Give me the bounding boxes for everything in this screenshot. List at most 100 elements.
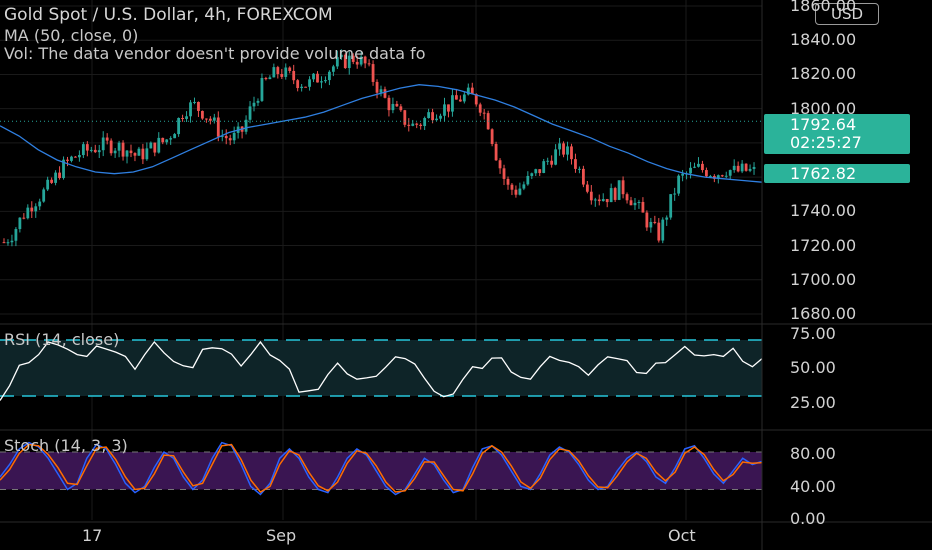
candle-body bbox=[554, 149, 558, 165]
candle-body bbox=[522, 184, 526, 189]
candle-body bbox=[633, 202, 637, 206]
candle-body bbox=[625, 194, 629, 201]
candle-body bbox=[272, 67, 276, 78]
candle-body bbox=[181, 117, 184, 119]
candle-body bbox=[542, 161, 546, 173]
candle-body bbox=[109, 140, 113, 154]
candle-body bbox=[399, 106, 403, 111]
candle-body bbox=[693, 166, 696, 168]
candle-body bbox=[720, 175, 724, 177]
candle-body bbox=[70, 156, 73, 161]
candle-body bbox=[308, 79, 311, 87]
candle-body bbox=[292, 70, 296, 81]
candle-body bbox=[657, 222, 661, 241]
candle-body bbox=[224, 135, 228, 139]
candle-body bbox=[629, 200, 633, 206]
candle-body bbox=[256, 100, 260, 103]
stoch-axis-label-80: 80.00 bbox=[790, 444, 836, 463]
candle-body bbox=[46, 179, 50, 190]
candle-body bbox=[748, 168, 752, 171]
candle-body bbox=[42, 189, 46, 202]
candle-body bbox=[455, 95, 458, 100]
price-axis-label: 1700.00 bbox=[790, 269, 857, 289]
candle-body bbox=[574, 159, 577, 169]
candle-body bbox=[570, 146, 573, 160]
candle-body bbox=[379, 89, 383, 93]
candle-body bbox=[724, 175, 728, 177]
stoch-legend[interactable]: Stoch (14, 3, 3) bbox=[4, 436, 128, 455]
candle-body bbox=[419, 124, 423, 127]
rsi-band-fill bbox=[0, 340, 762, 396]
candle-body bbox=[288, 67, 292, 71]
currency-button[interactable]: USD bbox=[815, 3, 879, 25]
candle-body bbox=[2, 242, 6, 244]
moving-average-line bbox=[0, 84, 763, 183]
candle-body bbox=[137, 148, 141, 156]
candle-body bbox=[605, 199, 609, 203]
candle-body bbox=[383, 89, 387, 98]
candle-body bbox=[89, 149, 93, 151]
candle-body bbox=[141, 148, 145, 160]
candle-body bbox=[443, 104, 446, 116]
candle-body bbox=[252, 102, 256, 107]
rsi-pane bbox=[0, 339, 763, 401]
candle-body bbox=[117, 142, 121, 151]
candle-body bbox=[125, 150, 129, 157]
candle-body bbox=[18, 217, 22, 230]
candle-body bbox=[228, 138, 232, 141]
candle-body bbox=[689, 167, 692, 174]
candle-body bbox=[546, 160, 550, 162]
candle-body bbox=[593, 199, 597, 201]
candle-body bbox=[609, 188, 613, 203]
candle-body bbox=[351, 55, 355, 62]
candle-body bbox=[375, 81, 379, 93]
candle-body bbox=[391, 103, 395, 111]
candle-body bbox=[212, 117, 216, 121]
candle-body bbox=[518, 188, 522, 195]
stoch-line-d bbox=[0, 443, 763, 493]
candle-body bbox=[244, 119, 248, 132]
candle-body bbox=[62, 159, 65, 179]
candle-body bbox=[133, 153, 137, 156]
candle-body bbox=[149, 142, 153, 149]
candle-body bbox=[268, 77, 272, 80]
candle-body bbox=[197, 101, 200, 111]
candle-body bbox=[359, 56, 363, 65]
candle-body bbox=[732, 165, 736, 171]
candle-body bbox=[530, 173, 534, 176]
candle-body bbox=[54, 172, 57, 183]
candle-body bbox=[177, 117, 181, 135]
candle-body bbox=[439, 115, 442, 119]
candle-body bbox=[462, 94, 466, 102]
candle-body bbox=[81, 144, 85, 156]
candle-body bbox=[673, 193, 677, 195]
candle-body bbox=[665, 217, 669, 220]
chart-title[interactable]: Gold Spot / U.S. Dollar, 4h, FOREXCOM bbox=[4, 5, 333, 25]
last-price-value: 1792.64 bbox=[790, 115, 857, 134]
price-axis-label: 1680.00 bbox=[790, 304, 857, 323]
candle-body bbox=[355, 61, 359, 65]
candle-body bbox=[581, 168, 585, 185]
candle-body bbox=[14, 229, 18, 241]
candle-body bbox=[558, 143, 561, 150]
candle-body bbox=[10, 240, 14, 243]
candle-body bbox=[601, 199, 605, 202]
rsi-axis-label-50: 50.00 bbox=[790, 358, 836, 377]
vol-legend[interactable]: Vol: The data vendor doesn't provide vol… bbox=[4, 44, 426, 63]
candle-body bbox=[101, 137, 105, 151]
candle-body bbox=[617, 180, 621, 200]
candle-body bbox=[697, 163, 700, 167]
candle-body bbox=[371, 64, 375, 82]
candle-body bbox=[514, 189, 518, 195]
ma-price-tag: 1762.82 bbox=[764, 164, 910, 183]
candle-body bbox=[66, 159, 69, 161]
ma-legend[interactable]: MA (50, close, 0) bbox=[4, 26, 139, 45]
candle-body bbox=[216, 117, 220, 137]
x-axis-label-17: 17 bbox=[82, 526, 103, 545]
candle-body bbox=[189, 102, 192, 117]
candle-body bbox=[435, 118, 438, 121]
rsi-legend[interactable]: RSI (14, close) bbox=[4, 330, 120, 349]
grid-lines bbox=[0, 0, 762, 520]
candle-body bbox=[705, 170, 708, 177]
